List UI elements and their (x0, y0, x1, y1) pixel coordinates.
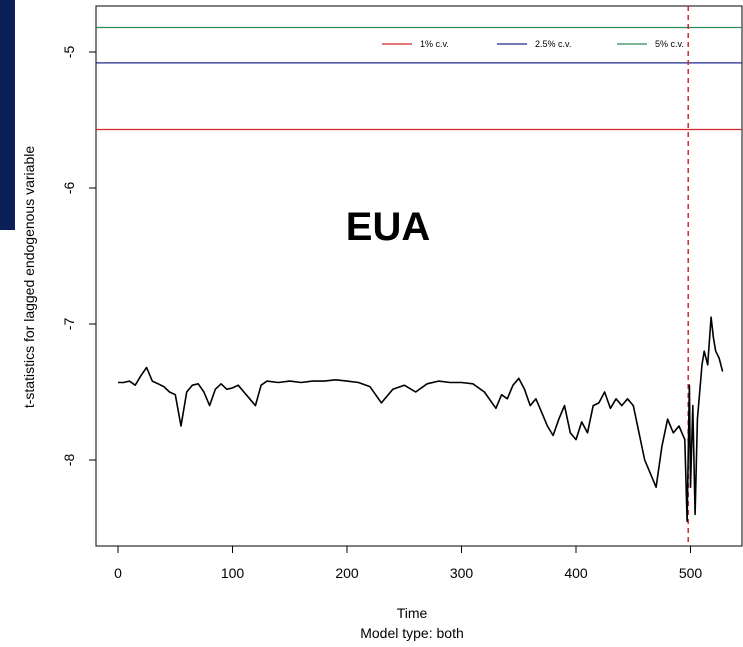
y-axis-label: t-statistics for lagged endogenous varia… (21, 146, 37, 408)
y-tick-label: -6 (61, 182, 77, 195)
y-tick-label: -5 (61, 46, 77, 59)
left-edge-bar (0, 0, 15, 230)
x-tick-label: 0 (114, 565, 122, 581)
x-tick-label: 400 (564, 565, 588, 581)
annotation-label: EUA (346, 205, 430, 249)
legend-label: 5% c.v. (655, 39, 684, 49)
x-tick-label: 500 (679, 565, 703, 581)
x-tick-label: 200 (335, 565, 359, 581)
x-axis-subtitle: Model type: both (360, 625, 464, 641)
x-axis-label: Time (397, 605, 428, 621)
y-tick-label: -8 (61, 454, 77, 467)
y-tick-label: -7 (61, 318, 77, 331)
legend-label: 1% c.v. (420, 39, 449, 49)
plot-frame (95, 5, 743, 547)
legend: 1% c.v. 2.5% c.v. 5% c.v. (382, 39, 684, 49)
x-tick-label: 300 (450, 565, 474, 581)
series-line (118, 316, 724, 523)
x-tick-label: 100 (221, 565, 245, 581)
legend-label: 2.5% c.v. (535, 39, 571, 49)
